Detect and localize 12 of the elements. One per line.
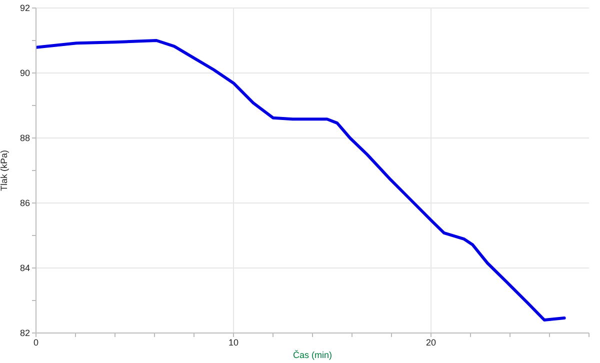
- y-tick-label: 86: [20, 198, 30, 208]
- line-series: [36, 39, 566, 322]
- y-tick-label: 84: [20, 263, 30, 274]
- x-tick-label: 10: [228, 337, 239, 348]
- y-tick-label: 92: [20, 3, 30, 14]
- x-axis-title: Čas (min): [292, 350, 332, 360]
- x-tick-label: 20: [426, 337, 436, 348]
- y-tick-label: 88: [20, 133, 30, 144]
- y-axis-title: Tlak (kPa): [0, 150, 10, 192]
- x-tick-label: 0: [33, 337, 39, 348]
- y-tick-label: 90: [20, 68, 30, 78]
- y-tick-label: 82: [20, 328, 30, 338]
